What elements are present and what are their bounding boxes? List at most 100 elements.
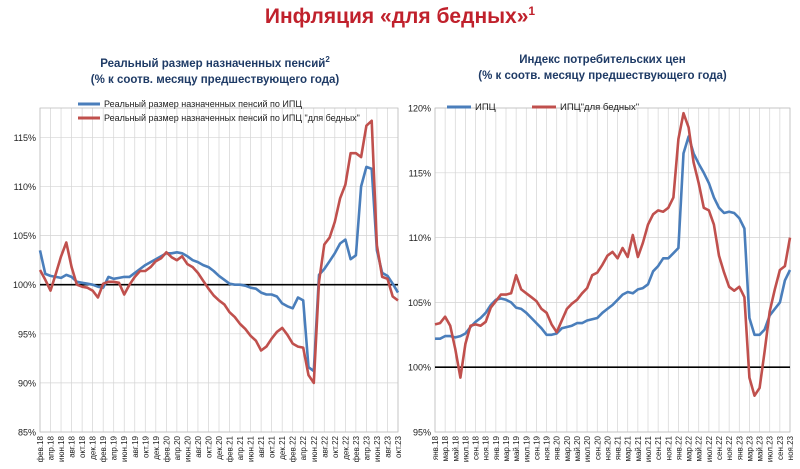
x-tick-label: мар.21 <box>624 435 633 461</box>
x-tick-label: окт.23 <box>394 435 403 457</box>
y-tick-label: 115% <box>14 133 36 143</box>
x-tick-label: авг.18 <box>68 435 77 457</box>
left-chart-subtitle-line2: (% к соотв. месяцу предшествующего года) <box>90 73 340 86</box>
x-tick-label: июл.23 <box>766 435 775 462</box>
x-tick-label: янв.20 <box>553 435 562 460</box>
x-tick-label: окт.22 <box>331 435 340 457</box>
chart-2: 95%100%105%110%115%120%янв.18 мар.18 май.1… <box>408 102 795 462</box>
x-tick-label: ноя.18 <box>482 435 491 460</box>
x-tick-label: июл.18 <box>461 435 470 462</box>
title-footnote: 1 <box>528 4 536 18</box>
chart-1: 85%90%95%100%105%110%115%фев.18 апр.18 июн… <box>13 99 403 462</box>
y-tick-label: 95% <box>413 428 431 438</box>
x-tick-label: ноя.22 <box>725 435 734 460</box>
y-tick-label: 90% <box>18 378 36 388</box>
y-tick-label: 105% <box>408 298 431 308</box>
x-tick-label: янв.18 <box>431 435 440 460</box>
x-tick-label: апр.18 <box>47 435 56 460</box>
left-chart-subtitle: Реальный размер назначенных пенсий2 (% к… <box>0 52 430 88</box>
x-tick-label: сен.22 <box>715 435 724 460</box>
series-line-2 <box>434 111 792 398</box>
y-tick-label: 110% <box>14 182 36 192</box>
x-tick-label: дек.20 <box>215 435 224 459</box>
x-tick-label: июл.19 <box>522 435 531 462</box>
right-chart-subtitle: Индекс потребительских цен (% к соотв. м… <box>395 52 800 84</box>
x-tick-label: янв.21 <box>614 435 623 460</box>
page-title-text: Инфляция «для бедных» <box>264 5 529 28</box>
x-tick-label: сен.21 <box>654 435 663 460</box>
plot-frame <box>434 107 791 433</box>
y-tick-label: 105% <box>13 231 36 241</box>
x-tick-label: июн.20 <box>183 435 192 462</box>
x-tick-label: ноя.23 <box>786 435 795 460</box>
y-tick-label: 120% <box>408 104 431 114</box>
page-title: Инфляция «для бедных»1 <box>0 4 800 29</box>
x-tick-label: апр.21 <box>236 435 245 460</box>
x-tick-label: дек.22 <box>341 435 350 459</box>
x-tick-label: май.18 <box>451 435 460 461</box>
x-tick-label: авг.23 <box>383 435 392 457</box>
x-tick-label: дек.21 <box>278 435 287 459</box>
x-tick-label: мар.18 <box>441 435 450 461</box>
x-tick-label: авг.21 <box>257 435 266 457</box>
x-tick-label: ноя.19 <box>543 435 552 460</box>
x-tick-label: июн.22 <box>310 435 319 462</box>
x-tick-label: апр.22 <box>299 435 308 460</box>
x-tick-label: фев.23 <box>352 435 361 462</box>
x-tick-label: апр.20 <box>173 435 182 460</box>
x-tick-label: июн.18 <box>57 435 66 462</box>
x-tick-label: янв.19 <box>492 435 501 460</box>
y-tick-label: 95% <box>18 329 36 339</box>
series-line-1 <box>38 165 400 373</box>
y-tick-label: 85% <box>18 428 36 438</box>
x-tick-label: июн.19 <box>120 435 129 462</box>
y-tick-label: 110% <box>409 233 431 243</box>
right-chart-subtitle-line1: Индекс потребительских цен <box>519 54 686 66</box>
x-tick-label: мар.23 <box>745 435 754 461</box>
legend-label: ИПЦ"для бедных" <box>560 102 639 113</box>
x-tick-label: фев.21 <box>226 435 235 462</box>
x-tick-label: окт.20 <box>204 435 213 457</box>
x-tick-label: фев.19 <box>99 435 108 462</box>
x-tick-label: июл.22 <box>705 435 714 462</box>
x-tick-label: май.19 <box>512 435 521 461</box>
x-tick-label: авг.20 <box>194 435 203 457</box>
x-tick-label: мар.19 <box>502 435 511 461</box>
left-chart-subtitle-line1: Реальный размер назначенных пенсий <box>100 57 326 70</box>
x-tick-label: окт.21 <box>268 435 277 457</box>
x-tick-label: май.22 <box>695 435 704 461</box>
y-tick-label: 100% <box>408 363 431 373</box>
x-tick-label: авг.22 <box>320 435 329 457</box>
x-tick-label: май.23 <box>756 435 765 461</box>
legend-label: Реальный размер назначенных пенсий по ИП… <box>104 113 360 123</box>
x-tick-label: фев.22 <box>289 435 298 462</box>
right-chart-subtitle-line2: (% к соотв. месяцу предшествующего года) <box>478 70 727 82</box>
x-tick-label: фев.20 <box>162 435 171 462</box>
x-tick-label: янв.23 <box>735 435 744 460</box>
x-tick-label: июл.20 <box>583 435 592 462</box>
x-tick-label: янв.22 <box>674 435 683 460</box>
x-tick-label: ноя.21 <box>664 435 673 460</box>
x-tick-label: май.20 <box>573 435 582 461</box>
x-tick-label: июл.21 <box>644 435 653 462</box>
x-tick-label: ноя.20 <box>603 435 612 460</box>
x-tick-label: дек.18 <box>89 435 98 459</box>
legend-label: ИПЦ <box>475 102 496 113</box>
x-tick-label: апр.23 <box>362 435 371 460</box>
x-tick-label: дек.19 <box>152 435 161 459</box>
series-line-2 <box>38 119 399 385</box>
x-tick-label: мар.22 <box>685 435 694 461</box>
left-subtitle-footnote: 2 <box>325 55 330 64</box>
x-tick-label: окт.19 <box>141 435 150 457</box>
x-tick-label: сен.23 <box>776 435 785 460</box>
x-tick-label: мар.20 <box>563 435 572 461</box>
y-tick-label: 100% <box>13 280 36 290</box>
legend-label: Реальный размер назначенных пенсий по ИП… <box>104 99 302 109</box>
x-tick-label: фев.18 <box>36 435 45 462</box>
x-tick-label: окт.18 <box>78 435 87 457</box>
x-tick-label: июн.21 <box>247 435 256 462</box>
x-tick-label: апр.19 <box>110 435 119 460</box>
x-tick-label: июн.23 <box>373 435 382 462</box>
x-tick-label: сен.18 <box>472 435 481 460</box>
